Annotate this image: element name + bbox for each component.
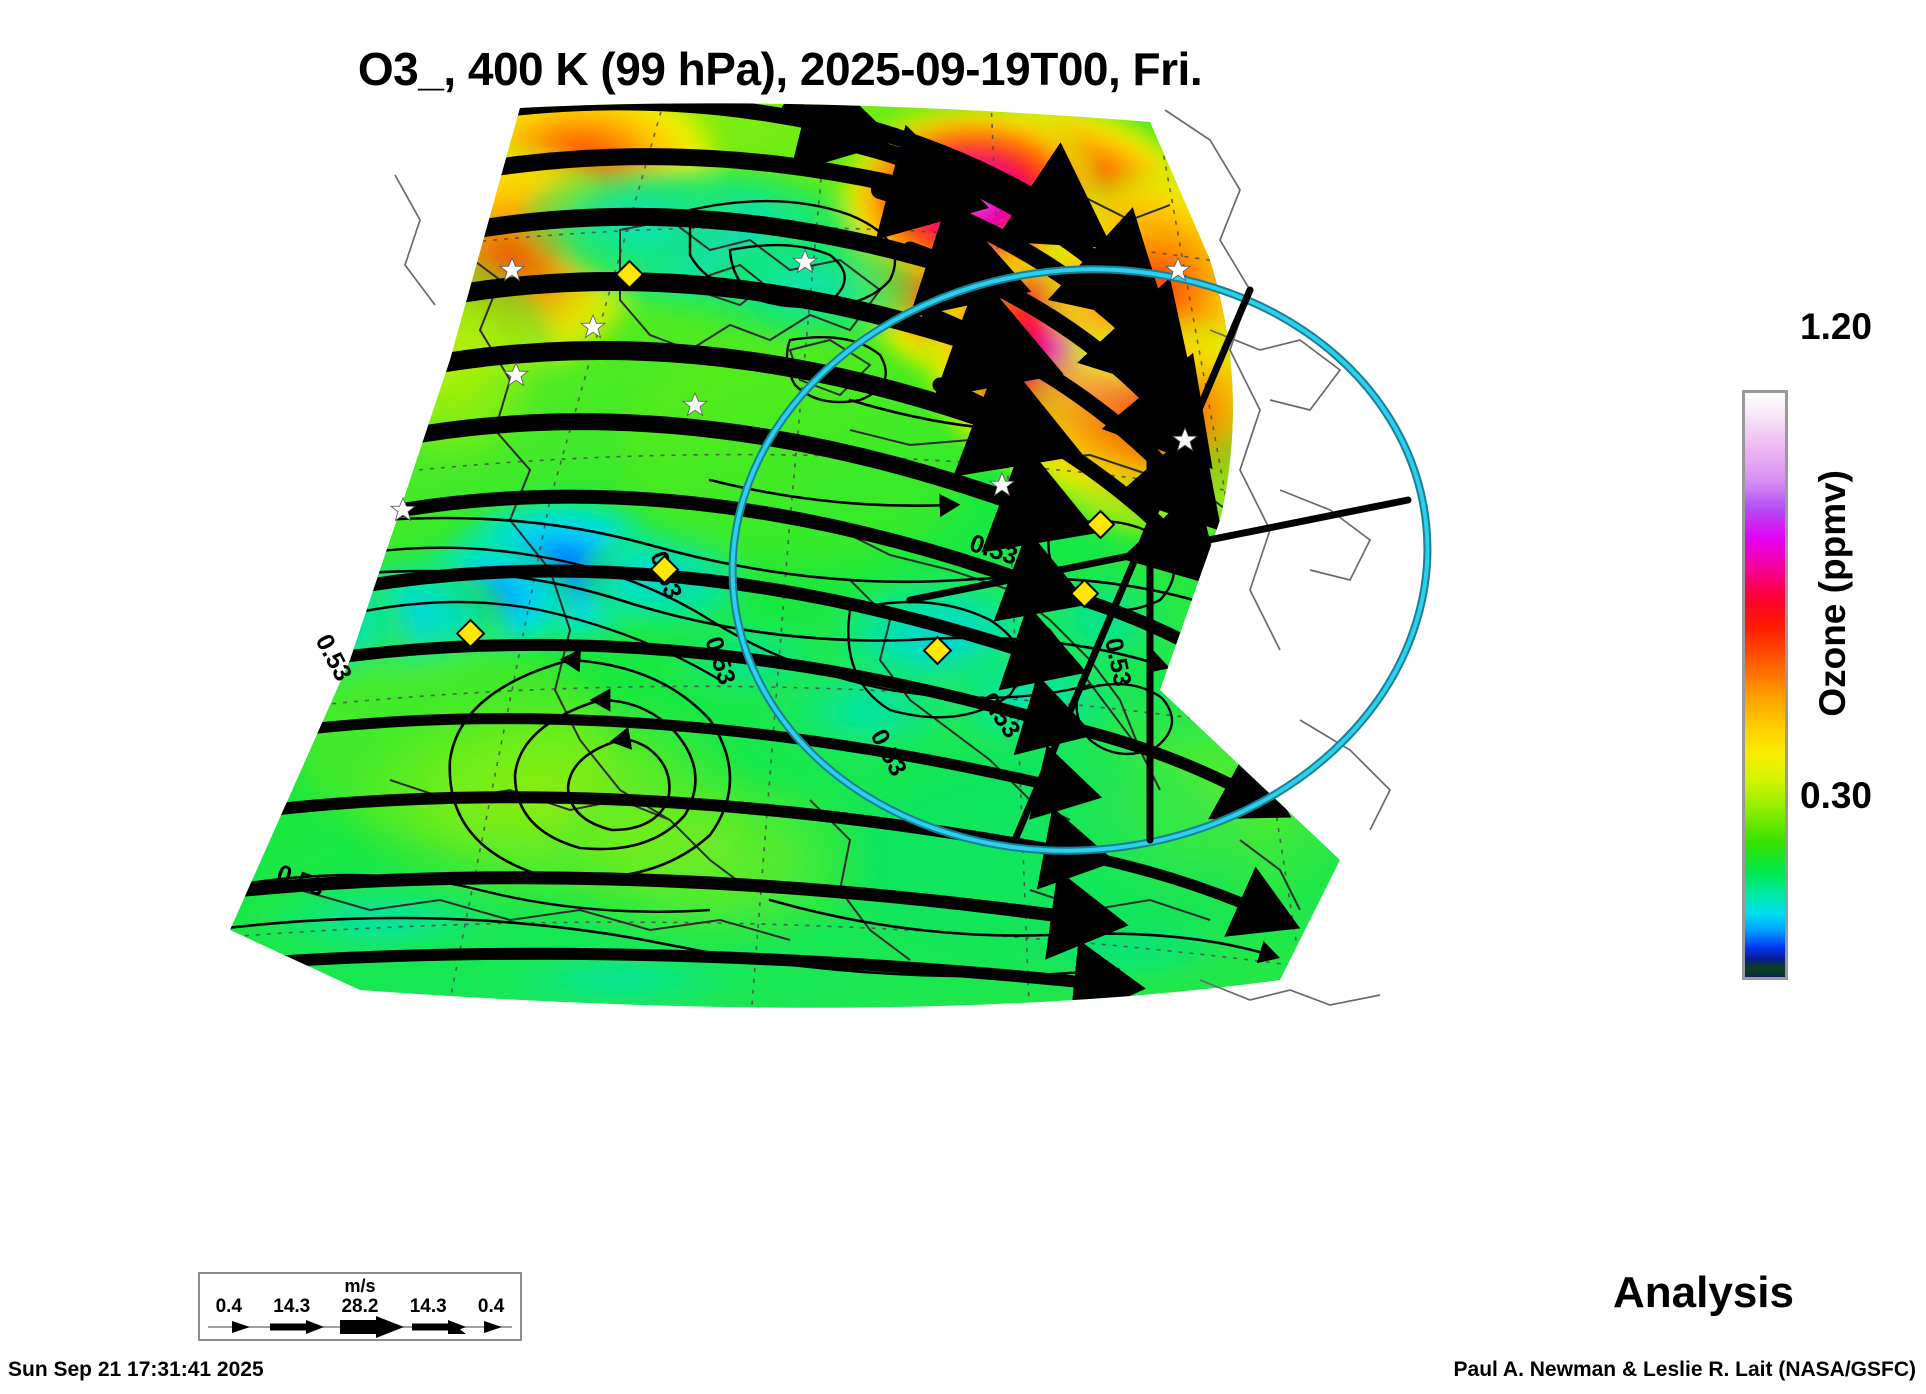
colorbar-max-label: 1.20 xyxy=(1800,306,1873,347)
wind-key-tick: 14.3 xyxy=(273,1296,311,1317)
marker-star[interactable] xyxy=(389,496,417,522)
marker-star[interactable] xyxy=(988,471,1016,497)
marker-diamond-group xyxy=(455,259,1116,666)
wind-key-tick: 0.4 xyxy=(215,1296,243,1317)
colorbar-min-label: 0.30 xyxy=(1800,775,1873,816)
flight-path-lines xyxy=(906,286,1412,844)
marker-star[interactable] xyxy=(791,248,819,274)
wind-key-arrow-glyphs xyxy=(208,1316,512,1338)
station-markers[interactable] xyxy=(389,248,1199,666)
marker-star-group xyxy=(389,248,1199,522)
ozone-map[interactable]: 0.53 0.53 0.53 0.53 0.53 0.53 0.53 0.53 xyxy=(150,100,1450,1030)
marker-star[interactable] xyxy=(579,313,607,339)
generation-timestamp: Sun Sep 21 17:31:41 2025 xyxy=(8,1358,264,1381)
wind-streamlines xyxy=(230,103,1301,1008)
marker-diamond[interactable] xyxy=(1085,509,1116,540)
wind-key-tick: 0.4 xyxy=(477,1296,505,1317)
page-title: O3_, 400 K (99 hPa), 2025-09-19T00, Fri. xyxy=(357,43,1203,95)
colorbar-axis-title: Ozone (ppmv) xyxy=(1812,470,1853,717)
colorbar-gradient xyxy=(1742,390,1788,980)
analysis-label: Analysis xyxy=(1613,1268,1794,1317)
marker-diamond[interactable] xyxy=(922,635,953,666)
map-panel[interactable]: 0.53 0.53 0.53 0.53 0.53 0.53 0.53 0.53 xyxy=(150,100,1450,1030)
marker-star[interactable] xyxy=(498,256,526,282)
colorbar xyxy=(1742,390,1788,980)
marker-star[interactable] xyxy=(1164,256,1192,282)
marker-star[interactable] xyxy=(1171,426,1199,452)
wind-key-tick: 14.3 xyxy=(409,1296,447,1317)
wind-key-unit-label: m/s xyxy=(344,1276,376,1296)
wind-speed-key: m/s 0.4 14.3 28.2 14.3 0.4 xyxy=(198,1272,522,1341)
author-credit: Paul A. Newman & Leslie R. Lait (NASA/GS… xyxy=(1453,1358,1916,1381)
wind-key-tick-labels: 0.4 14.3 28.2 14.3 0.4 xyxy=(200,1296,520,1318)
outer-coastlines xyxy=(394,109,1392,1006)
marker-star[interactable] xyxy=(502,361,530,387)
ozone-contour-0p53 xyxy=(230,199,1175,913)
marker-diamond[interactable] xyxy=(614,259,645,290)
marker-diamond[interactable] xyxy=(1069,578,1100,609)
wind-key-tick: 28.2 xyxy=(341,1296,379,1317)
marker-diamond[interactable] xyxy=(649,554,680,585)
marker-star[interactable] xyxy=(681,391,709,417)
marker-diamond[interactable] xyxy=(455,618,486,649)
satellite-track-circle xyxy=(728,265,1432,855)
